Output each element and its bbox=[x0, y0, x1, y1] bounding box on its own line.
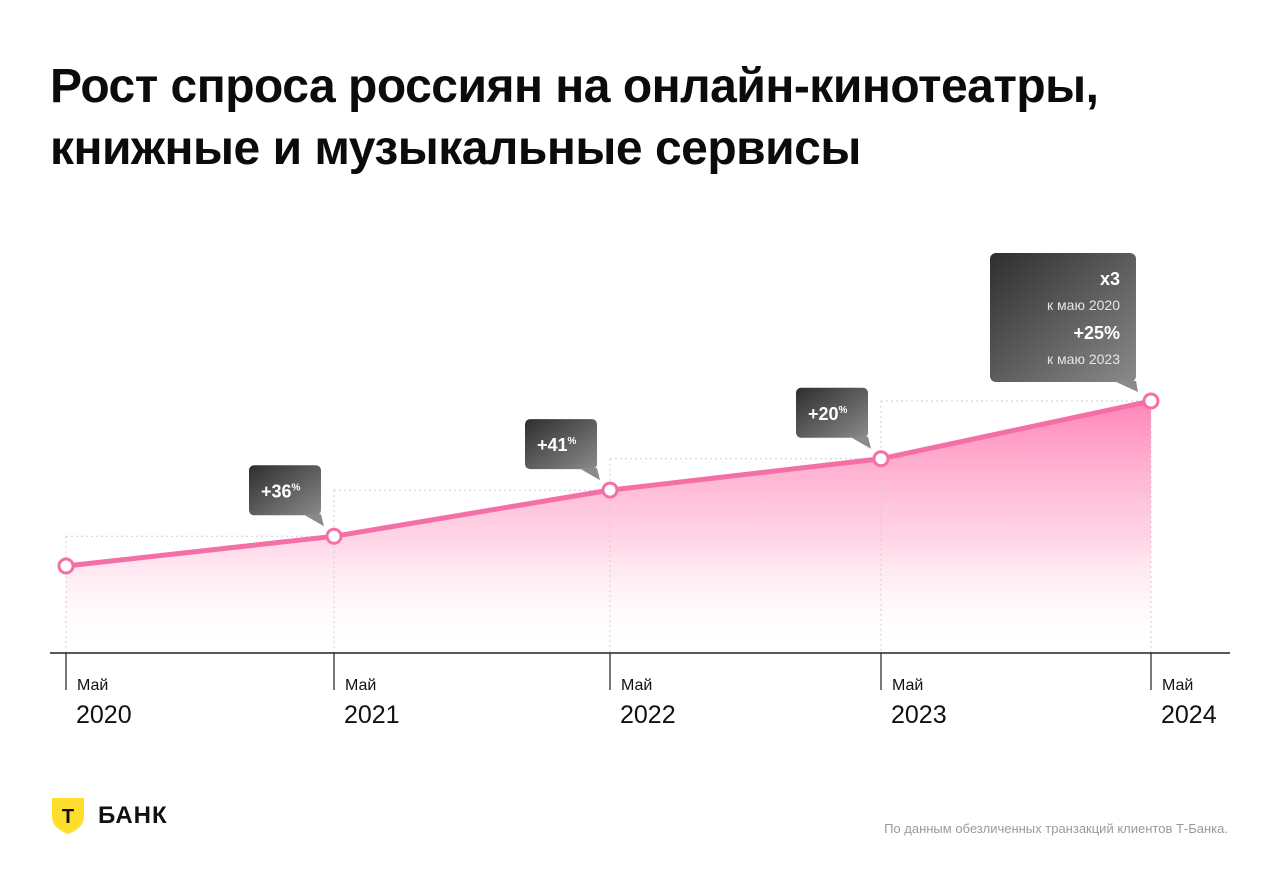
source-note: По данным обезличенных транзакций клиент… bbox=[884, 821, 1228, 836]
x-tick-year-label: 2020 bbox=[76, 701, 132, 729]
chart-title-line-2: книжные и музыкальные сервисы bbox=[50, 122, 861, 175]
annotation-text: к маю 2023 bbox=[1047, 351, 1120, 367]
x-tick-year-label: 2023 bbox=[891, 701, 947, 729]
annotation-text: к маю 2020 bbox=[1047, 297, 1120, 313]
annotation-text: +36% bbox=[261, 481, 301, 501]
annotation-suffix: % bbox=[568, 436, 577, 447]
x-tick-month-label: Май bbox=[345, 677, 376, 694]
annotation-bubble bbox=[249, 465, 321, 516]
annotation-bubble bbox=[796, 387, 868, 438]
annotation-suffix: % bbox=[292, 482, 301, 493]
svg-text:Т: Т bbox=[62, 806, 74, 828]
data-point bbox=[601, 481, 619, 499]
x-tick-month-label: Май bbox=[621, 677, 652, 694]
x-tick-year-label: 2024 bbox=[1161, 701, 1217, 729]
data-point bbox=[57, 557, 75, 575]
chart-title: Рост спроса россиян на онлайн-кинотеатры… bbox=[50, 56, 1250, 180]
annotation-suffix: % bbox=[839, 405, 848, 416]
annotation-text: +41% bbox=[537, 435, 577, 455]
annotation-text: +25% bbox=[1073, 323, 1120, 343]
area-fill bbox=[66, 401, 1151, 653]
x-tick-month-label: Май bbox=[892, 677, 923, 694]
logo-text: БАНК bbox=[98, 802, 168, 829]
annotation-bubble bbox=[525, 419, 597, 470]
annotation-text: +20% bbox=[808, 404, 848, 424]
data-point bbox=[872, 450, 890, 468]
annotation-bubble bbox=[990, 253, 1136, 382]
annotation-bubble-tail bbox=[1114, 381, 1138, 392]
chart-title-line-1: Рост спроса россиян на онлайн-кинотеатры… bbox=[50, 60, 1099, 113]
x-tick-month-label: Май bbox=[1162, 677, 1193, 694]
data-point bbox=[325, 527, 343, 545]
x-tick-year-label: 2022 bbox=[620, 701, 676, 729]
annotation-bubble-tail bbox=[850, 436, 871, 449]
x-tick-year-label: 2021 bbox=[344, 701, 400, 729]
t-bank-logo: Т БАНК bbox=[50, 796, 168, 836]
x-tick-month-label: Май bbox=[77, 677, 108, 694]
annotation-text: x3 bbox=[1100, 269, 1120, 289]
data-point bbox=[1142, 392, 1160, 410]
annotation-bubble-tail bbox=[579, 468, 600, 481]
annotation-bubble-tail bbox=[303, 514, 324, 527]
t-bank-shield-icon: Т bbox=[52, 798, 84, 834]
